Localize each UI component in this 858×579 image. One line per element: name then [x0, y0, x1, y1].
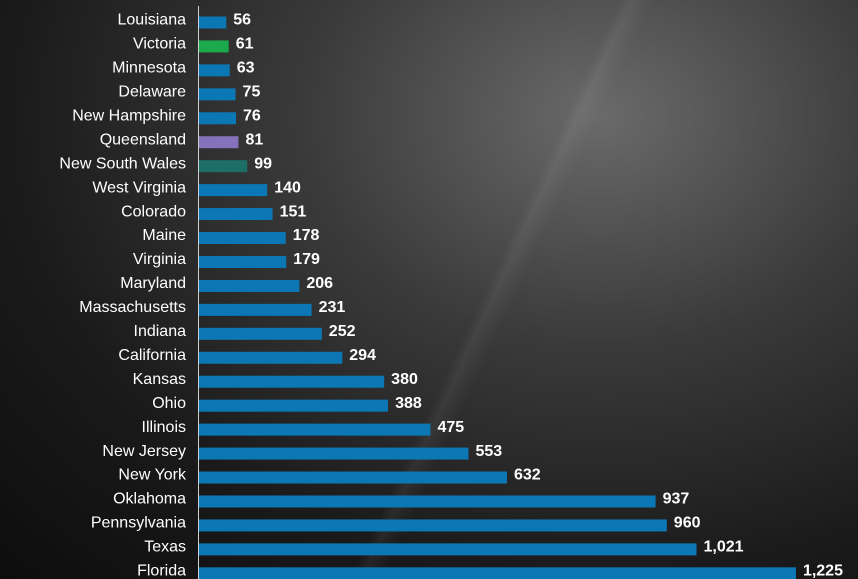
category-label: Delaware: [118, 84, 186, 101]
category-label: Maine: [142, 227, 186, 244]
value-label: 63: [237, 60, 255, 77]
bar: [199, 327, 322, 340]
category-label: Illinois: [142, 419, 186, 436]
value-label: 179: [293, 251, 320, 268]
category-label: California: [118, 347, 186, 364]
category-label: West Virginia: [92, 179, 186, 196]
bar: [199, 88, 236, 101]
bar: [199, 208, 273, 221]
category-label: New Jersey: [102, 443, 186, 460]
category-label: Texas: [144, 539, 186, 556]
value-label: 151: [280, 203, 307, 220]
value-label: 294: [349, 347, 376, 364]
bar: [199, 447, 469, 460]
category-label: Kansas: [133, 371, 186, 388]
bar: [199, 351, 343, 364]
value-label: 99: [254, 155, 272, 172]
value-label: 475: [437, 419, 464, 436]
bar: [199, 399, 389, 412]
bar: [199, 160, 248, 173]
value-label: 231: [319, 299, 346, 316]
bar: [199, 112, 237, 125]
value-label: 937: [663, 491, 690, 508]
bar: [199, 184, 268, 197]
bar: [199, 543, 697, 556]
bar: [199, 279, 300, 292]
value-label: 56: [233, 12, 251, 29]
category-label: Ohio: [152, 395, 186, 412]
category-label: Indiana: [134, 323, 187, 340]
value-label: 252: [329, 323, 356, 340]
bar: [199, 495, 656, 508]
category-label: Louisiana: [118, 12, 187, 29]
value-label: 206: [306, 275, 333, 292]
bar: [199, 40, 229, 53]
bar: [199, 64, 230, 77]
category-label: Minnesota: [112, 60, 186, 77]
category-label: Pennsylvania: [91, 515, 186, 532]
category-label: Oklahoma: [113, 491, 186, 508]
value-label: 553: [475, 443, 502, 460]
category-label: Florida: [137, 563, 186, 579]
value-label: 76: [243, 107, 261, 124]
category-label: Massachusetts: [79, 299, 186, 316]
value-label: 81: [245, 131, 263, 148]
category-label: Victoria: [133, 36, 186, 53]
value-label: 75: [243, 84, 261, 101]
category-label: New South Wales: [59, 155, 186, 172]
value-label: 388: [395, 395, 422, 412]
bar: [199, 519, 667, 532]
bar: [199, 16, 227, 29]
category-label: Colorado: [121, 203, 186, 220]
value-label: 1,225: [803, 563, 843, 579]
value-label: 61: [236, 36, 254, 53]
bar: [199, 471, 507, 484]
value-label: 380: [391, 371, 418, 388]
bar: [199, 136, 239, 149]
value-label: 140: [274, 179, 301, 196]
bar: [199, 375, 385, 388]
category-label: Queensland: [100, 131, 186, 148]
category-label: New York: [118, 467, 187, 484]
bar: [199, 423, 431, 436]
value-label: 960: [674, 515, 701, 532]
bar: [199, 232, 286, 245]
value-label: 1,021: [704, 539, 744, 556]
bar: [199, 567, 796, 579]
bar: [199, 303, 312, 316]
category-label: Virginia: [133, 251, 186, 268]
value-label: 632: [514, 467, 541, 484]
value-label: 178: [293, 227, 320, 244]
category-label: New Hampshire: [72, 107, 186, 124]
bar: [199, 255, 287, 268]
category-label: Maryland: [120, 275, 186, 292]
